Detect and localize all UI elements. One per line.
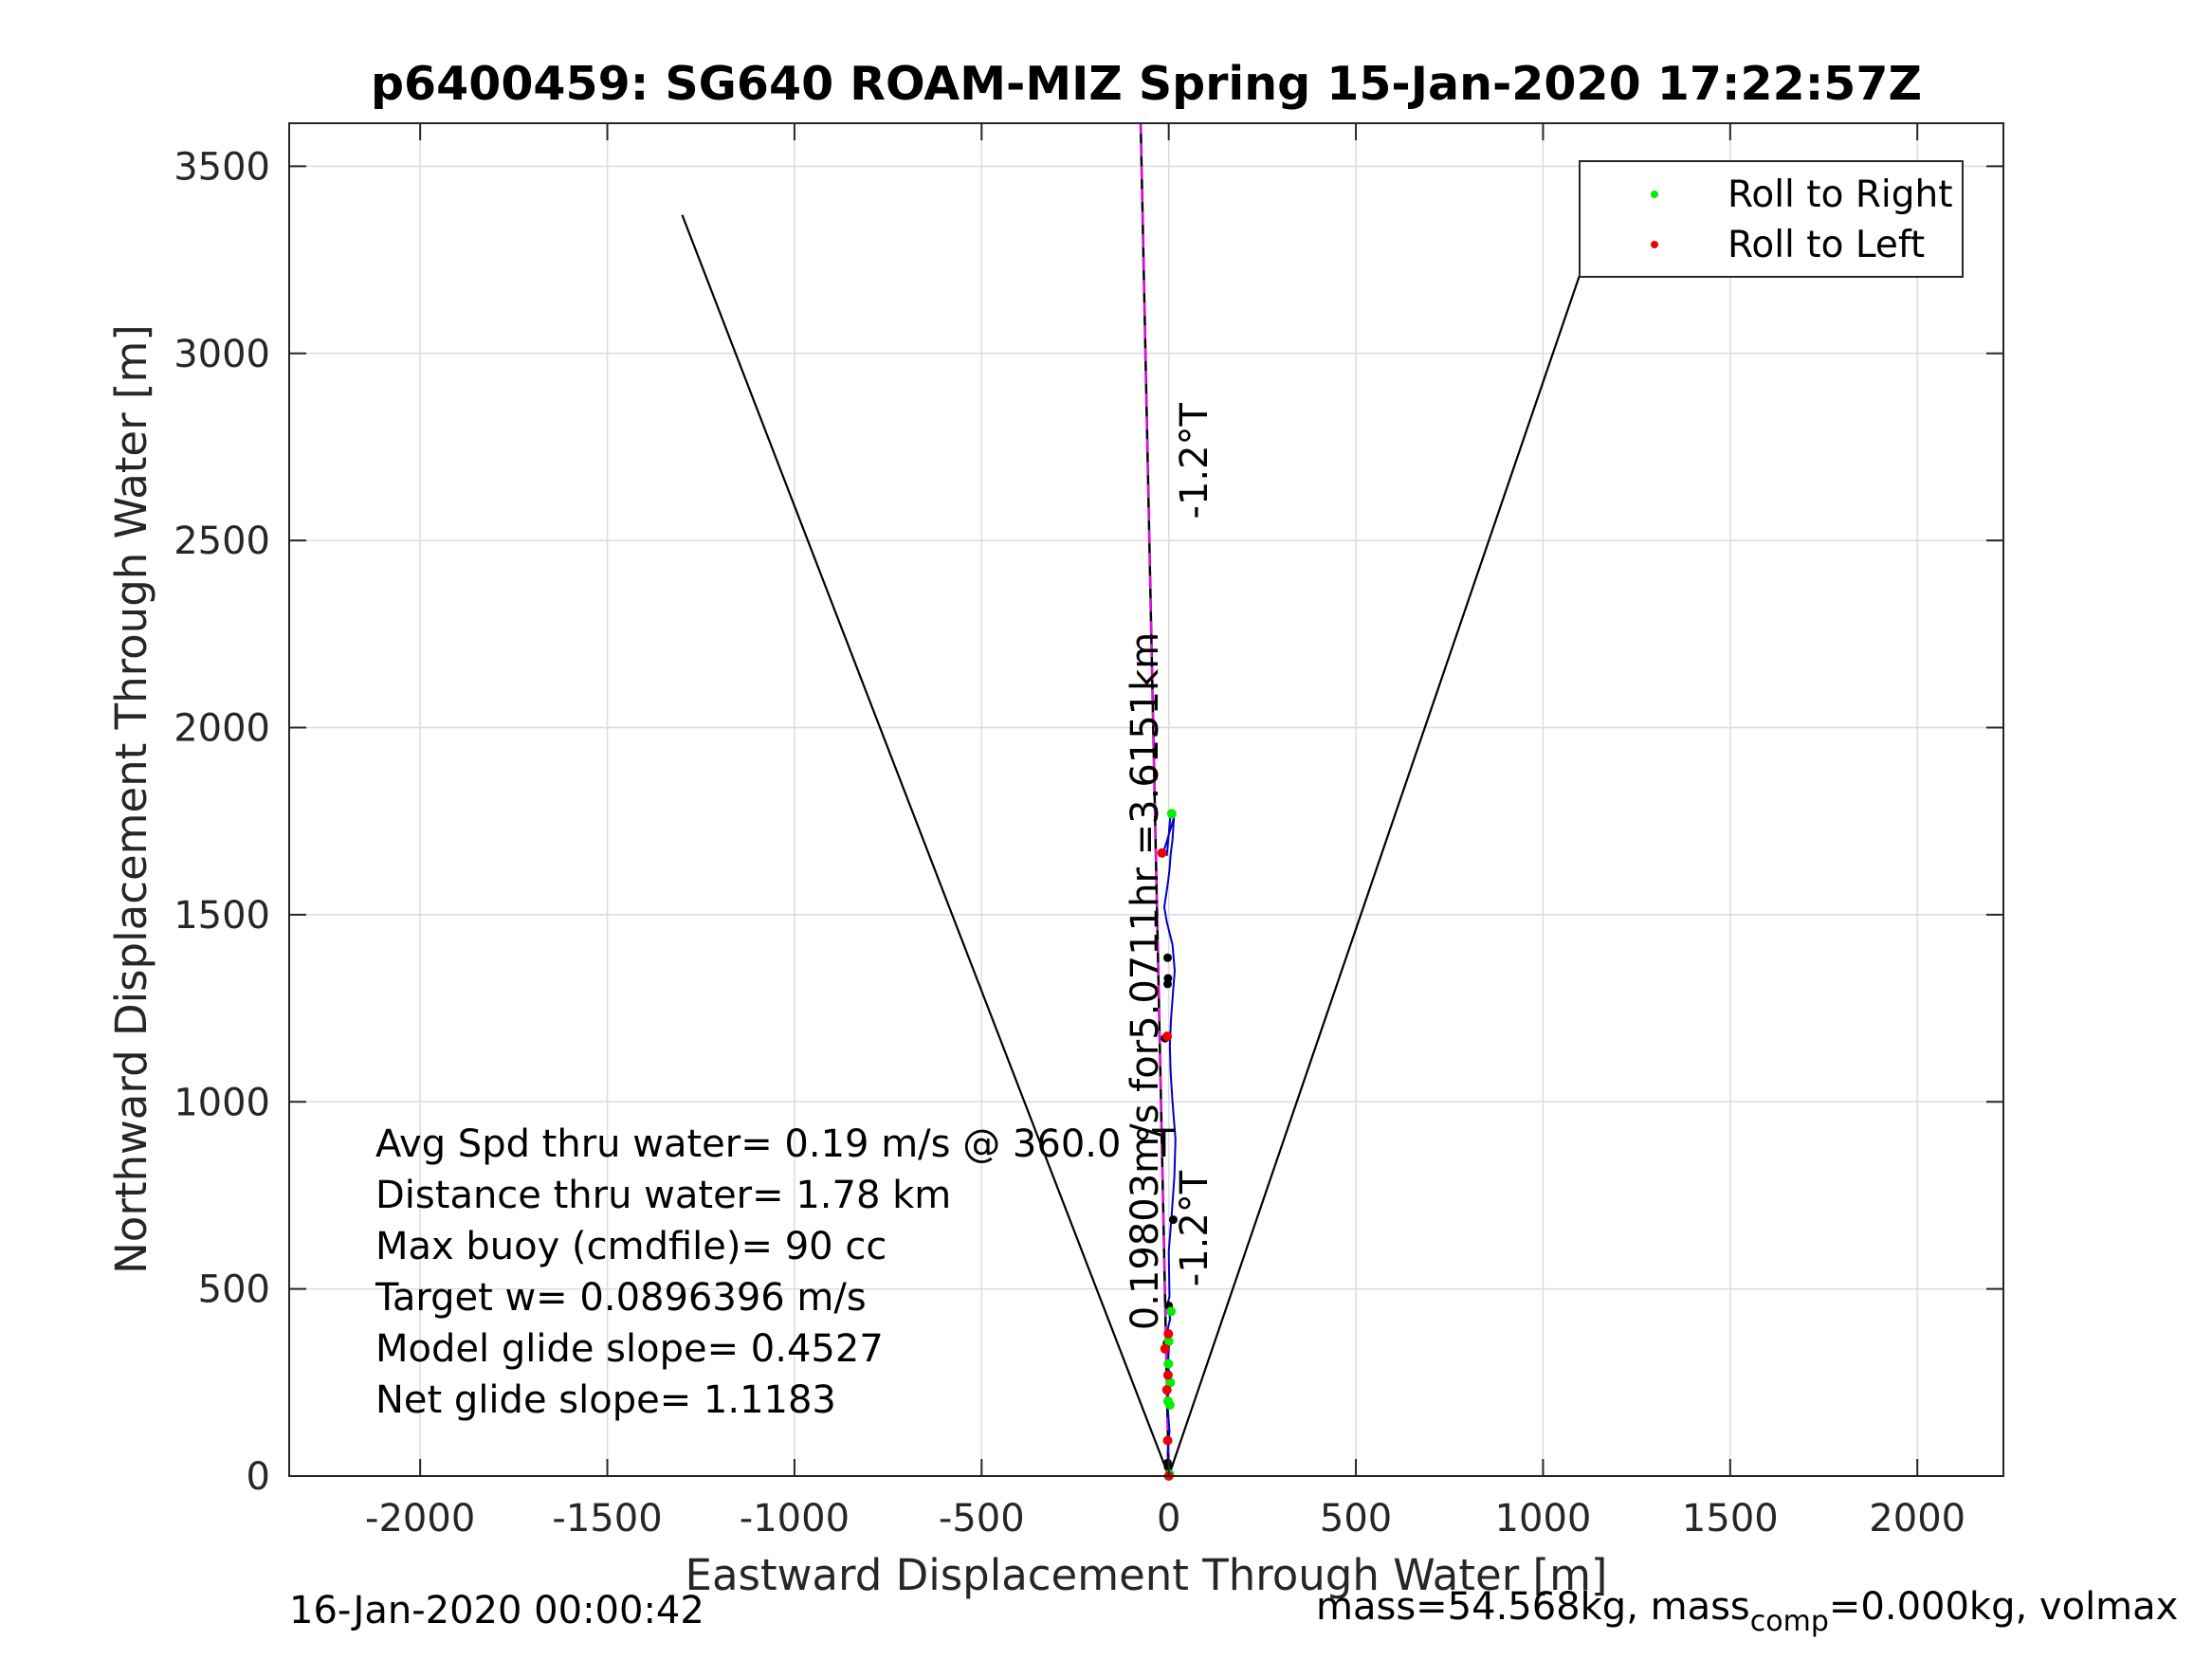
roll-left-point	[1157, 848, 1167, 858]
ticks: -2000 -1500 -1000 -500 0 500 1000 1500 2000 0 500 1…	[174, 123, 2003, 1540]
position-point-black	[1163, 953, 1173, 962]
legend-label-left: Roll to Left	[1728, 224, 1925, 266]
legend-marker-left	[1651, 241, 1658, 248]
footer-mass-prefix: mass=54.568kg, mass	[1316, 1585, 1750, 1629]
cone-line-left	[681, 214, 1170, 1477]
y-tick-label: 3000	[174, 333, 270, 376]
glider-track-line	[1161, 813, 1177, 1477]
position-point-black	[1163, 1458, 1173, 1468]
axes-box	[288, 122, 2004, 1477]
chart-title: p6400459: SG640 ROAM-MIZ Spring 15-Jan-2…	[371, 57, 1922, 111]
x-tick-label: 1000	[1495, 1497, 1592, 1540]
roll-right-point	[1166, 1306, 1177, 1317]
y-tick-label: 500	[198, 1268, 270, 1312]
roll-left-point	[1160, 1343, 1170, 1354]
footer-mass-suffix: =0.000kg, volmax	[1829, 1585, 2178, 1629]
roll-left-point	[1161, 1385, 1172, 1395]
y-tick-label: 1000	[174, 1081, 270, 1124]
y-tick-label: 0	[247, 1455, 270, 1499]
position-point-black	[1168, 1215, 1178, 1225]
stat-line: Net glide slope= 1.1183	[375, 1378, 836, 1422]
legend: Roll to Right Roll to Left	[1579, 160, 1964, 278]
heading-line-magenta	[1140, 122, 1170, 1477]
y-axis-label: Northward Displacement Through Water [m]	[106, 324, 156, 1274]
roll-left-point	[1162, 1370, 1173, 1380]
x-tick-label: 2000	[1869, 1497, 1965, 1540]
track-layer	[1139, 122, 1177, 1477]
position-point-black	[1163, 979, 1173, 989]
footer-timestamp: 16-Jan-2020 00:00:42	[289, 1589, 704, 1632]
x-tick-label: -500	[939, 1497, 1025, 1540]
roll-right-point	[1165, 1377, 1176, 1388]
y-tick-label: 2000	[174, 707, 270, 751]
x-tick-label: 1500	[1682, 1497, 1779, 1540]
x-tick-label: -1000	[740, 1497, 850, 1540]
footer-mass: mass=54.568kg, masscomp=0.000kg, volmax	[1316, 1585, 2178, 1638]
legend-box	[1579, 160, 1964, 278]
x-tick-label: 0	[1157, 1497, 1180, 1540]
cone-line-right	[1167, 195, 1608, 1477]
footer-mass-sub: comp	[1750, 1605, 1829, 1638]
x-axis-label: Eastward Displacement Through Water [m]	[686, 1550, 1608, 1600]
stat-line: Avg Spd thru water= 0.19 m/s @ 360.0 °T	[375, 1122, 1176, 1166]
x-tick-label: -2000	[365, 1497, 475, 1540]
roll-left-point	[1162, 1435, 1173, 1446]
roll-right-point	[1163, 1358, 1174, 1369]
y-tick-label: 3500	[174, 145, 270, 189]
legend-marker-right	[1651, 191, 1658, 198]
heading-label-bottom: -1.2°T	[1173, 1170, 1216, 1286]
cone-lines	[681, 195, 1608, 1477]
roll-left-point	[1163, 1328, 1174, 1339]
x-tick-label: -1500	[552, 1497, 662, 1540]
roll-right-point	[1164, 1399, 1175, 1410]
stat-line: Max buoy (cmdfile)= 90 cc	[375, 1225, 887, 1268]
legend-label-right: Roll to Right	[1728, 173, 1953, 216]
heading-label-top: -1.2°T	[1173, 402, 1216, 519]
speed-distance-label: 0.19803m/s for5.0711hr =3.6151km	[1124, 632, 1167, 1330]
roll-right-point	[1163, 1336, 1174, 1346]
y-tick-label: 2500	[174, 520, 270, 563]
y-tick-label: 1500	[174, 894, 270, 938]
stat-line: Distance thru water= 1.78 km	[375, 1174, 951, 1217]
x-tick-label: 500	[1320, 1497, 1392, 1540]
roll-left-point	[1162, 1031, 1173, 1042]
stat-line: Model glide slope= 0.4527	[375, 1327, 884, 1371]
stat-line: Target w= 0.0896396 m/s	[375, 1276, 867, 1320]
roll-right-point	[1166, 809, 1177, 819]
